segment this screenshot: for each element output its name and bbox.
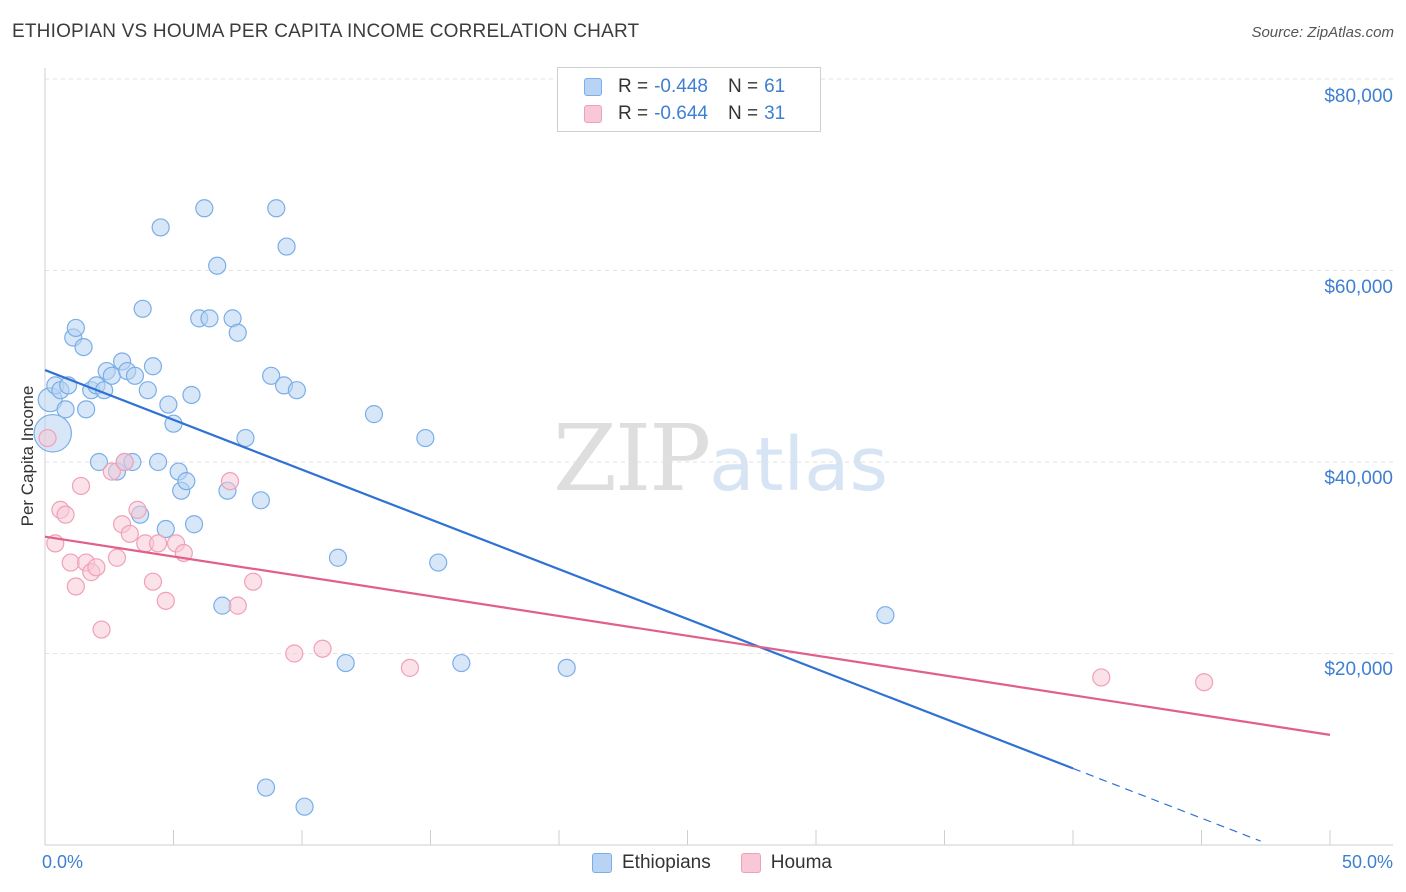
point-ethiopians — [267, 199, 286, 218]
point-houma — [87, 558, 106, 577]
point-ethiopians — [251, 491, 270, 510]
point-ethiopians — [452, 653, 471, 673]
legend-n-value: 31 — [764, 103, 786, 124]
point-ethiopians — [177, 472, 196, 491]
point-houma — [285, 644, 304, 663]
point-ethiopians — [364, 405, 384, 424]
legend-r-value: -0.644 — [654, 103, 708, 124]
point-ethiopians — [182, 385, 201, 405]
point-ethiopians — [143, 357, 163, 376]
trendline-houma — [44, 535, 1331, 736]
point-houma — [143, 572, 163, 591]
point-houma — [128, 500, 147, 519]
point-ethiopians — [200, 309, 219, 328]
series-legend-ethiopians: Ethiopians — [592, 852, 711, 874]
y-tick-label-20000: $20,000 — [1324, 659, 1393, 680]
point-ethiopians — [89, 452, 109, 472]
series-label-houma: Houma — [770, 852, 832, 873]
point-ethiopians — [125, 366, 145, 385]
point-ethiopians — [228, 323, 247, 342]
chart-title: ETHIOPIAN VS HOUMA PER CAPITA INCOME COR… — [12, 21, 640, 42]
legend-swatch-ethiopians — [584, 78, 602, 96]
point-houma — [400, 658, 420, 677]
point-houma — [156, 591, 175, 610]
point-ethiopians — [159, 395, 178, 414]
point-ethiopians — [262, 366, 281, 385]
trendline-ethiopians — [44, 369, 1074, 770]
point-ethiopians — [77, 400, 96, 419]
point-houma — [120, 524, 139, 543]
legend-n-label: N = — [727, 76, 759, 97]
watermark-atlas: atlas — [709, 422, 888, 508]
point-ethiopians — [277, 237, 296, 256]
point-ethiopians — [151, 218, 170, 237]
legend-n-label: N = — [727, 103, 759, 124]
legend-swatch-houma — [584, 105, 602, 123]
point-ethiopians — [236, 428, 255, 448]
series-legend: Ethiopians Houma — [592, 852, 862, 874]
legend-r-label: R = — [618, 103, 649, 124]
point-houma — [38, 428, 57, 448]
trendline-extension-ethiopians — [1072, 767, 1261, 842]
point-ethiopians — [416, 428, 435, 448]
point-houma — [115, 452, 134, 472]
point-houma — [1092, 668, 1111, 687]
x-tick-label-max: 50.0% — [1341, 852, 1393, 872]
series-swatch-ethiopians — [592, 853, 612, 873]
legend-r-label: R = — [618, 76, 649, 97]
point-ethiopians — [102, 366, 121, 385]
point-ethiopians — [287, 381, 306, 400]
point-ethiopians — [74, 338, 93, 357]
watermark: ZIPatlas — [553, 405, 888, 512]
point-houma — [313, 639, 332, 658]
point-ethiopians — [256, 778, 276, 797]
point-ethiopians — [133, 299, 152, 318]
point-houma — [56, 505, 75, 524]
watermark-zip: ZIP — [553, 405, 711, 512]
series-legend-houma: Houma — [740, 852, 832, 874]
point-ethiopians — [156, 519, 175, 539]
point-ethiopians — [138, 381, 157, 400]
point-ethiopians — [429, 553, 448, 572]
point-ethiopians — [876, 606, 895, 625]
y-tick-label-80000: $80,000 — [1324, 86, 1393, 107]
point-ethiopians — [336, 653, 355, 673]
legend-row-houma: R = -0.644 N = 31 — [584, 102, 785, 126]
y-axis-label: Per Capita Income — [18, 385, 37, 527]
point-ethiopians — [208, 256, 227, 275]
series-label-ethiopians: Ethiopians — [622, 852, 711, 873]
y-tick-label-60000: $60,000 — [1324, 277, 1393, 298]
point-ethiopians — [66, 318, 85, 338]
point-houma — [244, 572, 263, 591]
point-houma — [220, 472, 240, 491]
point-houma — [228, 596, 247, 615]
point-ethiopians — [56, 400, 75, 419]
legend-n-value: 61 — [764, 76, 786, 97]
point-ethiopians — [184, 515, 204, 534]
point-ethiopians — [328, 548, 348, 567]
legend-row-ethiopians: R = -0.448 N = 61 — [584, 75, 785, 99]
point-ethiopians — [557, 658, 576, 677]
point-houma — [148, 534, 168, 553]
point-houma — [102, 462, 121, 481]
x-tick-label-min: 0.0% — [42, 852, 84, 872]
correlation-legend: R = -0.448 N = 61 R = -0.644 N = 31 — [557, 67, 821, 132]
source-credit: Source: ZipAtlas.com — [1251, 24, 1394, 41]
legend-r-value: -0.448 — [654, 76, 708, 97]
point-houma — [66, 577, 85, 596]
point-ethiopians — [213, 596, 232, 615]
point-houma — [71, 476, 91, 496]
series-swatch-houma — [740, 853, 761, 873]
point-houma — [1194, 673, 1214, 692]
point-houma — [92, 620, 111, 639]
y-tick-label-40000: $40,000 — [1324, 468, 1393, 489]
point-ethiopians — [295, 797, 314, 816]
point-ethiopians — [195, 199, 214, 218]
point-houma — [107, 548, 127, 567]
point-ethiopians — [148, 452, 168, 472]
point-houma — [61, 553, 80, 572]
